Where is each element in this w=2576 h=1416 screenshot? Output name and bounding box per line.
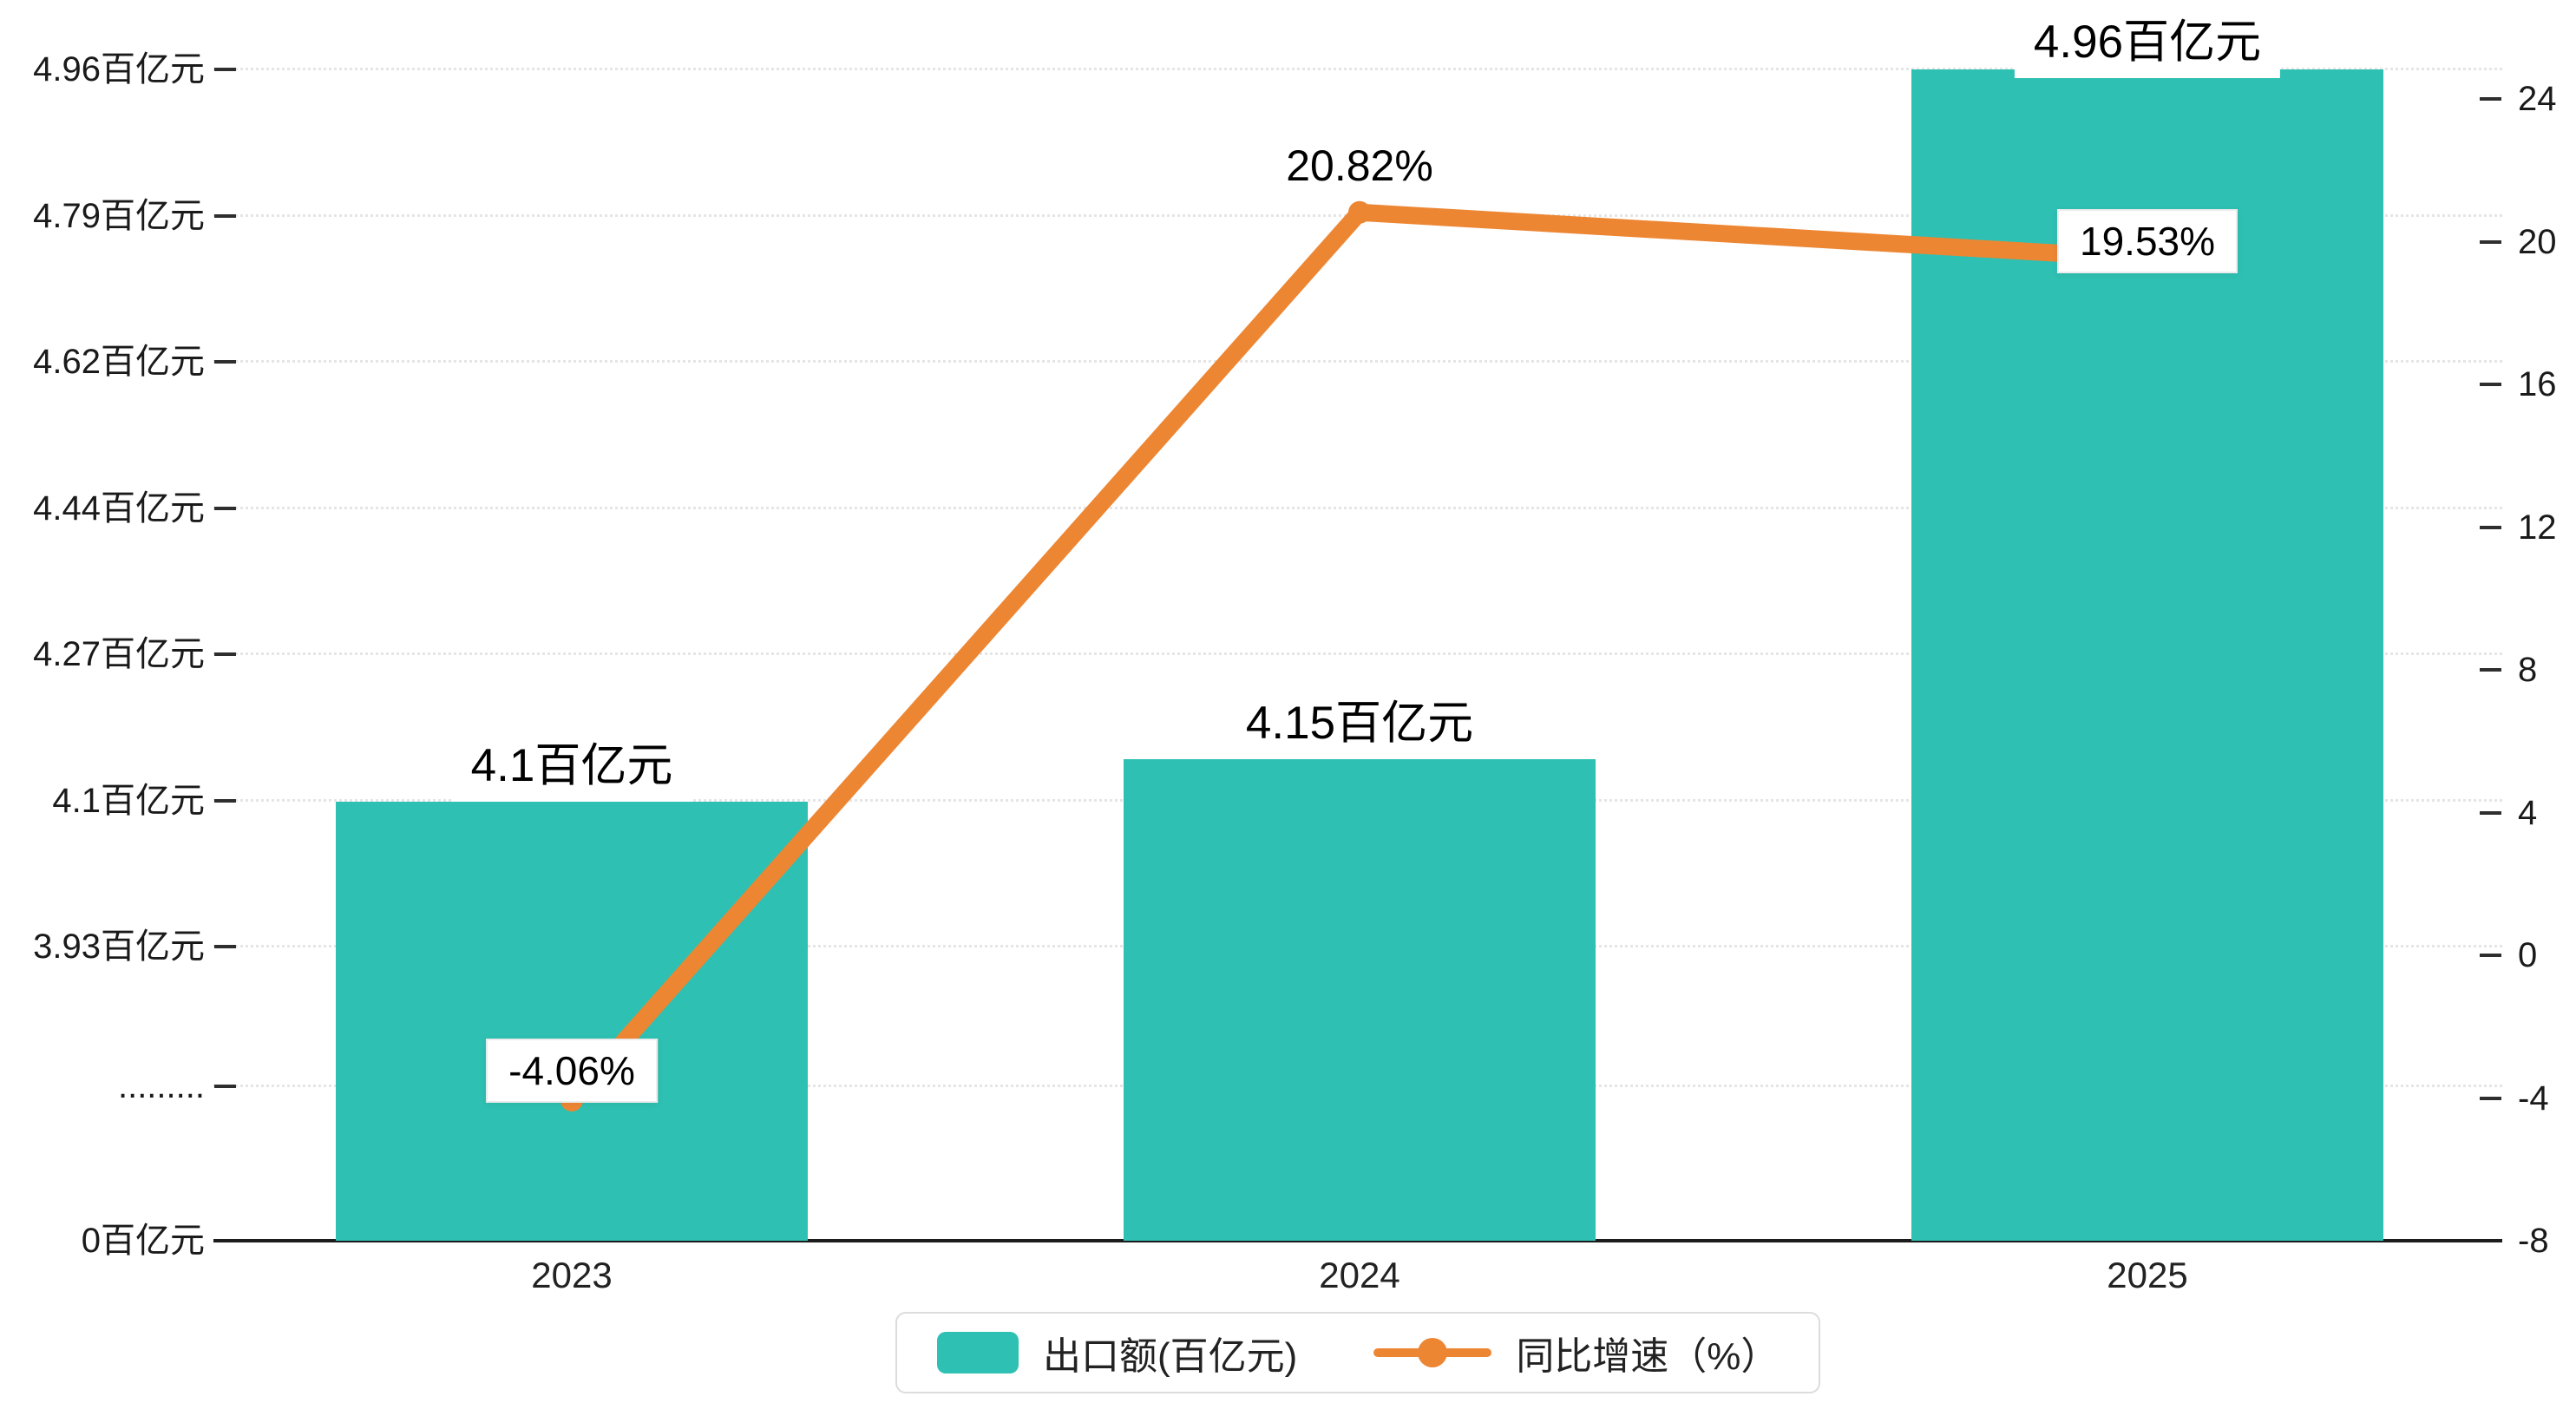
legend: 出口额(百亿元) 同比增速（%）	[895, 1312, 1821, 1393]
left-axis-tick-mark	[214, 360, 236, 364]
left-axis-tick-label: 4.62百亿元	[33, 343, 205, 381]
right-axis-tick-label: 24	[2518, 80, 2557, 118]
legend-item-line[interactable]: 同比增速（%）	[1373, 1325, 1779, 1380]
left-axis-tick-label: 4.96百亿元	[33, 50, 205, 88]
line-value-label: -4.06%	[486, 1038, 658, 1103]
x-axis-label-2024: 2024	[1319, 1255, 1400, 1295]
legend-swatch-line-dot	[1418, 1338, 1448, 1367]
legend-label-bar: 出口额(百亿元)	[1043, 1335, 1298, 1378]
x-axis-line	[213, 1239, 2502, 1242]
h-gridline	[213, 652, 2502, 655]
right-axis-tick-mark	[2480, 1096, 2501, 1100]
growth-line[interactable]	[563, 203, 2156, 1109]
right-axis-tick-mark	[2480, 383, 2501, 386]
legend-item-bar[interactable]: 出口额(百亿元)	[937, 1325, 1297, 1380]
right-axis-tick-label: 0	[2518, 936, 2538, 974]
legend-swatch-line	[1373, 1338, 1492, 1367]
bar-2023[interactable]	[336, 802, 808, 1241]
bar-value-label: 4.1百亿元	[451, 722, 692, 803]
left-axis-tick-label: 4.44百亿元	[33, 489, 205, 528]
left-axis-tick-label: 4.1百亿元	[52, 782, 205, 820]
right-axis-tick-label: -8	[2518, 1222, 2549, 1260]
left-axis-tick-mark	[214, 214, 236, 218]
left-axis-tick-label: 0百亿元	[81, 1222, 205, 1260]
left-axis-tick-label: 4.79百亿元	[33, 197, 205, 235]
left-axis-tick-mark	[214, 945, 236, 948]
left-axis-tick-mark	[214, 1085, 236, 1088]
x-axis-label-2023: 2023	[531, 1255, 613, 1295]
right-axis-tick-mark	[2480, 525, 2501, 529]
left-axis-tick-label: .........	[117, 1067, 205, 1105]
right-axis-tick-label: 4	[2518, 793, 2538, 832]
left-axis-tick-mark	[214, 68, 236, 71]
right-axis-tick-label: 8	[2518, 651, 2538, 689]
h-gridline	[213, 68, 2502, 70]
left-axis-tick-mark	[214, 799, 236, 803]
x-axis-label-2025: 2025	[2107, 1255, 2188, 1295]
right-axis-tick-mark	[2480, 668, 2501, 672]
line-value-label: 20.82%	[1286, 141, 1433, 190]
right-axis-tick-mark	[2480, 954, 2501, 957]
line-point-2024[interactable]	[1348, 200, 1371, 224]
right-axis-tick-mark	[2480, 97, 2501, 101]
line-value-label: 19.53%	[2056, 208, 2238, 273]
bar-value-label: 4.15百亿元	[1226, 679, 1493, 760]
bar-2024[interactable]	[1124, 759, 1596, 1241]
legend-swatch-bar	[937, 1332, 1019, 1373]
bar-value-label: 4.96百亿元	[2014, 0, 2281, 78]
right-axis-tick-label: 20	[2518, 222, 2557, 261]
left-axis-tick-mark	[214, 507, 236, 510]
right-axis-tick-label: 16	[2518, 365, 2557, 403]
h-gridline	[213, 507, 2502, 509]
right-axis-tick-mark	[2480, 239, 2501, 244]
legend-label-line: 同比增速（%）	[1516, 1335, 1780, 1378]
right-axis-tick-label: -4	[2518, 1078, 2549, 1118]
left-axis-tick-label: 3.93百亿元	[33, 928, 205, 966]
h-gridline	[213, 360, 2502, 363]
right-axis-tick-label: 12	[2518, 508, 2557, 547]
left-axis-tick-mark	[214, 652, 236, 656]
right-axis-tick-mark	[2480, 810, 2501, 815]
left-axis-tick-label: 4.27百亿元	[33, 635, 205, 673]
